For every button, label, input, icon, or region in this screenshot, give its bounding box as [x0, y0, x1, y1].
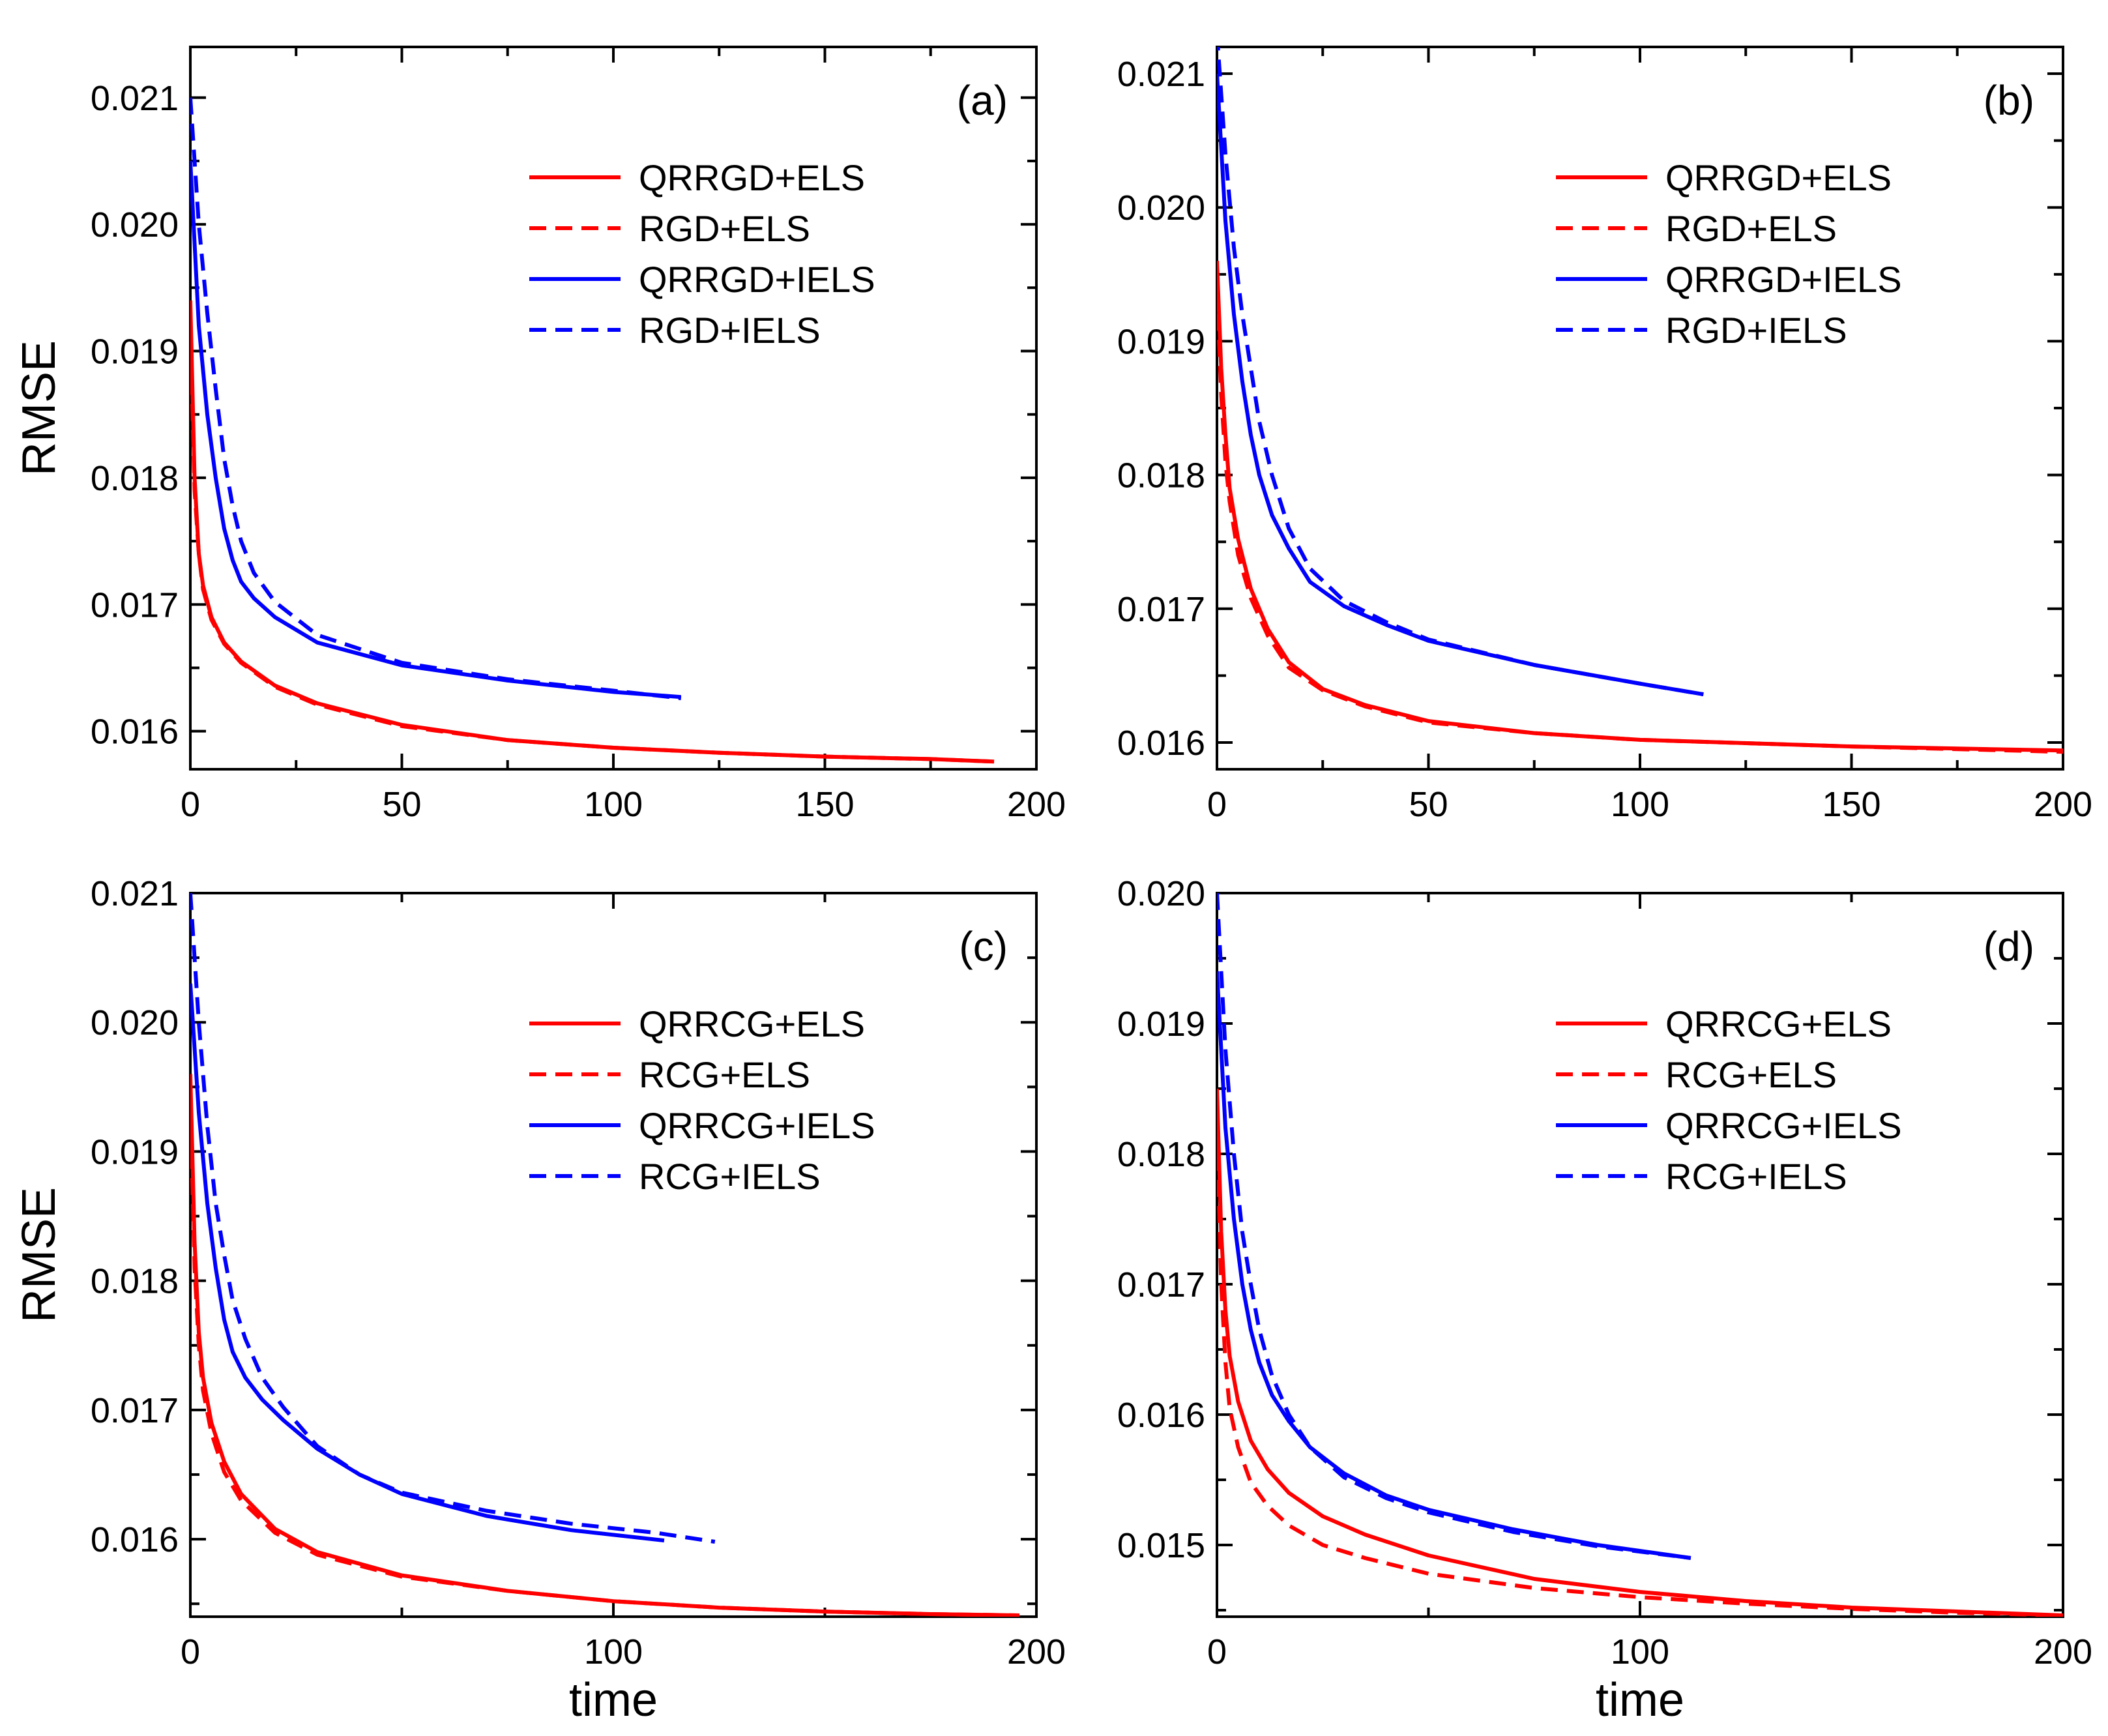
series-line-qrrgd-els	[190, 300, 995, 764]
x-tick-label: 0	[181, 1632, 200, 1671]
series-line-rgd-iels	[1217, 47, 1704, 697]
y-tick-label: 0.020	[91, 205, 179, 244]
series-line-rgd-els	[190, 325, 995, 764]
y-axis-title: RMSE	[13, 1187, 65, 1323]
legend-label: QRRGD+ELS	[1665, 157, 1892, 198]
y-tick-label: 0.016	[1117, 1396, 1205, 1435]
series-line-rcg-els	[1217, 1127, 2063, 1617]
legend-label: QRRGD+IELS	[639, 259, 875, 300]
plot-frame	[189, 892, 1038, 1618]
y-tick-label: 0.019	[91, 1132, 179, 1171]
y-axis-title: RMSE	[13, 340, 65, 476]
legend-label: QRRGD+ELS	[639, 157, 865, 198]
y-tick-label: 0.015	[1117, 1526, 1205, 1565]
series-line-qrrcg-els	[190, 1074, 1020, 1617]
x-tick-label: 100	[1611, 785, 1669, 824]
series-line-qrrgd-iels	[190, 160, 682, 699]
panel-3: 0 100 200 0.015 0.016 0.017 0.018 0.019 0.020 tim…	[1117, 874, 2092, 1726]
series-line-qrrcg-iels	[1217, 971, 1691, 1560]
y-tick-label: 0.020	[1117, 874, 1205, 913]
legend-label: QRRGD+IELS	[1665, 259, 1902, 300]
x-tick-label: 0	[1207, 785, 1227, 824]
x-tick-label: 100	[1611, 1632, 1669, 1671]
panel-0: 0 50 100 150 200 0.016 0.017 0.018 0.019 0.020 0.0…	[13, 46, 1066, 824]
panel-label: (a)	[957, 77, 1008, 124]
x-tick-label: 200	[1007, 1632, 1066, 1671]
x-tick-label: 50	[1409, 785, 1448, 824]
y-tick-label: 0.019	[1117, 1005, 1205, 1044]
x-tick-label: 100	[584, 1632, 643, 1671]
legend-label: RGD+IELS	[639, 310, 821, 351]
y-tick-label: 0.017	[91, 1391, 179, 1430]
y-tick-label: 0.019	[1117, 322, 1205, 361]
series-line-rcg-els	[190, 1100, 1020, 1617]
x-tick-label: 100	[584, 785, 643, 824]
x-tick-label: 200	[2034, 785, 2092, 824]
legend-label: RGD+ELS	[1665, 208, 1837, 249]
y-tick-label: 0.020	[91, 1003, 179, 1042]
y-tick-label: 0.018	[91, 459, 179, 498]
y-tick-label: 0.018	[1117, 1135, 1205, 1174]
legend-label: QRRCG+IELS	[1665, 1105, 1902, 1146]
legend-label: RGD+ELS	[639, 208, 810, 249]
y-tick-label: 0.016	[91, 1520, 179, 1559]
plot-frame	[1216, 46, 2064, 771]
legend-label: QRRCG+ELS	[639, 1003, 865, 1044]
x-tick-label: 150	[1822, 785, 1881, 824]
legend-label: RCG+IELS	[639, 1156, 821, 1197]
y-tick-label: 0.017	[91, 585, 179, 625]
x-tick-label: 50	[382, 785, 421, 824]
legend-label: QRRCG+ELS	[1665, 1003, 1892, 1044]
y-tick-label: 0.019	[91, 332, 179, 372]
y-tick-label: 0.021	[91, 874, 179, 913]
series-line-qrrcg-iels	[190, 983, 665, 1543]
x-axis-title: time	[569, 1674, 658, 1726]
plot-frame	[189, 46, 1038, 771]
series-line-rgd-els	[1217, 287, 2063, 754]
legend-label: QRRCG+IELS	[639, 1105, 875, 1146]
series-line-qrrgd-els	[1217, 261, 2063, 753]
panel-label: (c)	[959, 923, 1008, 970]
series-line-qrrcg-els	[1217, 1088, 2063, 1617]
y-tick-label: 0.016	[1117, 724, 1205, 763]
y-tick-label: 0.018	[91, 1262, 179, 1301]
legend-label: RCG+ELS	[639, 1054, 810, 1095]
legend-label: RGD+IELS	[1665, 310, 1847, 351]
series-line-qrrgd-iels	[1217, 73, 1704, 697]
y-tick-label: 0.021	[91, 79, 179, 118]
legend: QRRGD+ELS RGD+ELS QRRGD+IELS RGD+IELS	[529, 157, 875, 351]
y-tick-label: 0.017	[1117, 590, 1205, 629]
x-tick-label: 150	[795, 785, 854, 824]
panel-1: 0 50 100 150 200 0.016 0.017 0.018 0.019 0.020 0.0…	[1117, 46, 2092, 824]
legend: QRRCG+ELS RCG+ELS QRRCG+IELS RCG+IELS	[1556, 1003, 1902, 1197]
x-tick-label: 0	[1207, 1632, 1227, 1671]
x-tick-label: 200	[1007, 785, 1066, 824]
y-tick-label: 0.016	[91, 713, 179, 752]
x-tick-label: 0	[181, 785, 200, 824]
series-line-rcg-iels	[190, 893, 716, 1544]
legend: QRRGD+ELS RGD+ELS QRRGD+IELS RGD+IELS	[1556, 157, 1902, 351]
x-tick-label: 200	[2034, 1632, 2092, 1671]
panel-label: (b)	[1984, 77, 2034, 124]
y-tick-label: 0.018	[1117, 456, 1205, 495]
panel-label: (d)	[1984, 923, 2034, 970]
series-line-rcg-iels	[1217, 893, 1691, 1560]
y-tick-label: 0.017	[1117, 1265, 1205, 1304]
legend: QRRCG+ELS RCG+ELS QRRCG+IELS RCG+IELS	[529, 1003, 875, 1197]
y-tick-label: 0.020	[1117, 188, 1205, 228]
legend-label: RCG+ELS	[1665, 1054, 1837, 1095]
plot-frame	[1216, 892, 2064, 1618]
legend-label: RCG+IELS	[1665, 1156, 1847, 1197]
x-axis-title: time	[1596, 1674, 1684, 1726]
y-tick-label: 0.021	[1117, 55, 1205, 94]
panel-2: 0 100 200 0.016 0.017 0.018 0.019 0.020 0.021 RMS…	[13, 874, 1066, 1726]
